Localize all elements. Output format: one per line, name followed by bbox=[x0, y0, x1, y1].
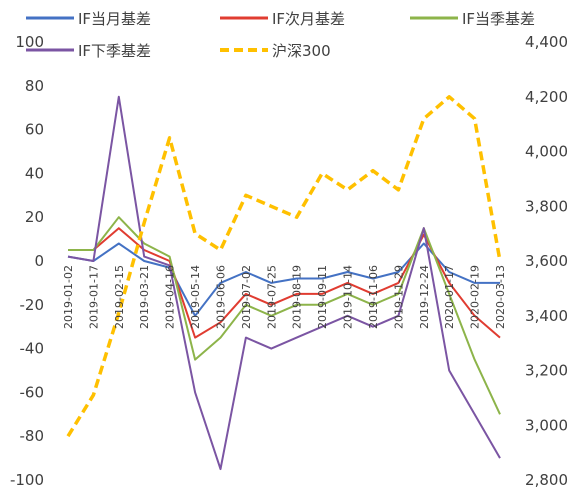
y-left-tick-label: 0 bbox=[34, 252, 44, 270]
y-right-tick-label: 3,800 bbox=[525, 197, 568, 215]
y-left-tick-label: 100 bbox=[15, 33, 44, 51]
y-right-tick-label: 3,000 bbox=[525, 416, 568, 434]
y-left-tick-label: -80 bbox=[20, 427, 45, 445]
x-tick-label: 2019-03-21 bbox=[138, 265, 151, 329]
legend: IF当月基差 IF次月基差 IF当季基差 IF下季基差 沪深300 bbox=[26, 10, 535, 60]
x-tick-label: 2020-01-17 bbox=[443, 265, 456, 329]
x-tick-label: 2019-09-11 bbox=[316, 265, 329, 329]
y-right-tick-label: 3,600 bbox=[525, 252, 568, 270]
legend-label-2: IF当季基差 bbox=[462, 10, 535, 28]
y-left-tick-label: -100 bbox=[10, 471, 44, 489]
x-tick-label: 2019-10-14 bbox=[342, 265, 355, 329]
y-left-tick-label: 40 bbox=[25, 164, 44, 182]
x-tick-label: 2019-12-24 bbox=[418, 265, 431, 329]
y-left-tick-label: -60 bbox=[20, 383, 45, 401]
legend-label-4: 沪深300 bbox=[272, 42, 331, 60]
legend-label-1: IF次月基差 bbox=[272, 10, 345, 28]
y-right-tick-label: 3,400 bbox=[525, 307, 568, 325]
plot-area bbox=[66, 95, 502, 471]
y-left-tick-label: 20 bbox=[25, 208, 44, 226]
x-tick-label: 2020-02-19 bbox=[469, 265, 482, 329]
y-left-tick-label: -20 bbox=[20, 296, 45, 314]
y-right-tick-label: 3,200 bbox=[525, 362, 568, 380]
x-tick-label: 2019-08-19 bbox=[291, 265, 304, 329]
x-tick-label: 2020-03-13 bbox=[494, 265, 507, 329]
x-axis: 2019-01-02 2019-01-17 2019-02-15 2019-03-21… bbox=[62, 265, 507, 329]
legend-label-0: IF当月基差 bbox=[78, 10, 151, 28]
y-right-tick-label: 4,200 bbox=[525, 88, 568, 106]
x-tick-label: 2019-06-06 bbox=[214, 265, 227, 329]
x-tick-label: 2019-05-14 bbox=[189, 265, 202, 329]
x-tick-label: 2019-07-02 bbox=[240, 265, 253, 329]
y-right-tick-label: 4,400 bbox=[525, 33, 568, 51]
x-tick-label: 2019-07-25 bbox=[265, 265, 278, 329]
series-line-2 bbox=[68, 216, 501, 415]
y-axis-right: 4,400 4,200 4,000 3,800 3,600 3,400 3,200 3,000… bbox=[525, 33, 568, 489]
y-left-tick-label: 60 bbox=[25, 121, 44, 139]
x-tick-label: 2019-01-02 bbox=[62, 265, 75, 329]
x-tick-label: 2019-11-29 bbox=[392, 265, 405, 329]
x-tick-label: 2019-11-06 bbox=[367, 265, 380, 329]
y-axis-left: 100 80 60 40 20 0 -20 -40 -60 -80 -100 bbox=[10, 33, 44, 489]
x-tick-label: 2019-04-16 bbox=[164, 265, 177, 329]
y-left-tick-label: -40 bbox=[20, 340, 45, 358]
y-right-tick-label: 2,800 bbox=[525, 471, 568, 489]
x-tick-label: 2019-01-17 bbox=[87, 265, 100, 329]
x-tick-label: 2019-02-15 bbox=[113, 265, 126, 329]
y-right-tick-label: 4,000 bbox=[525, 143, 568, 161]
series-line-4 bbox=[66, 95, 502, 438]
y-left-tick-label: 80 bbox=[25, 77, 44, 95]
series-line-1 bbox=[68, 227, 501, 339]
legend-label-3: IF下季基差 bbox=[78, 42, 151, 60]
series-line-3 bbox=[67, 95, 501, 471]
